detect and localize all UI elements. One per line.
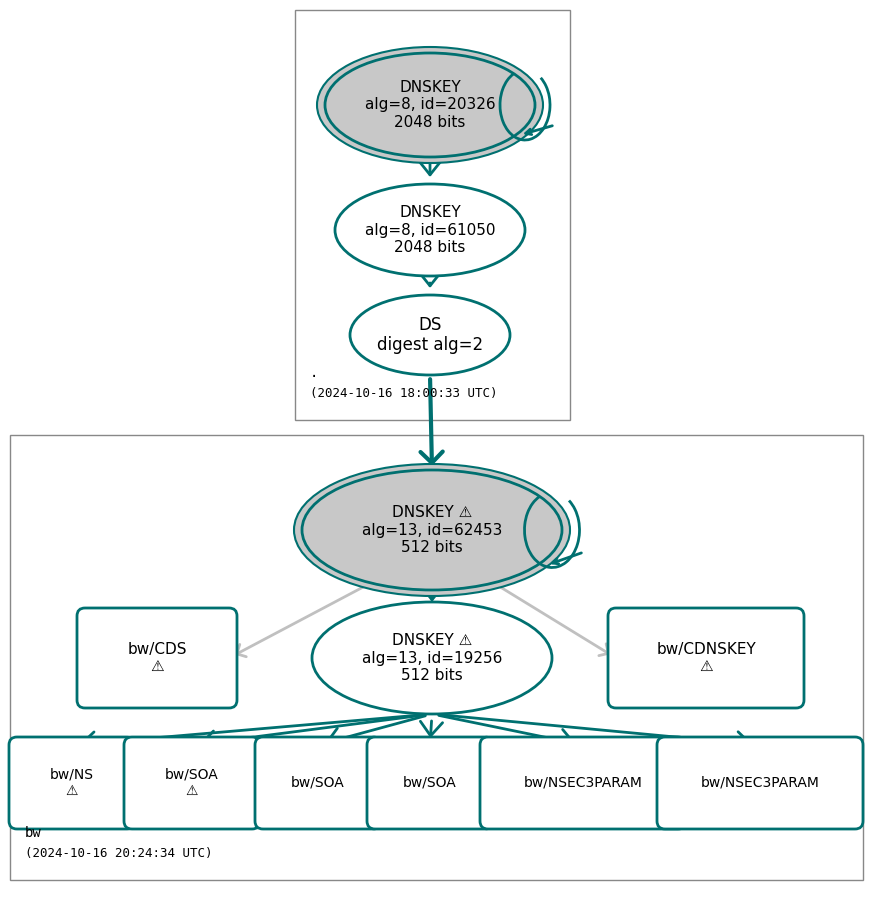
Text: bw/CDNSKEY
⚠: bw/CDNSKEY ⚠: [656, 641, 756, 675]
Text: DNSKEY
alg=8, id=61050
2048 bits: DNSKEY alg=8, id=61050 2048 bits: [365, 205, 495, 255]
Ellipse shape: [350, 295, 510, 375]
FancyBboxPatch shape: [77, 608, 237, 708]
Text: bw/SOA: bw/SOA: [291, 776, 345, 790]
FancyBboxPatch shape: [124, 737, 260, 829]
Ellipse shape: [294, 464, 570, 596]
Text: bw/CDS
⚠: bw/CDS ⚠: [127, 641, 187, 675]
Text: bw/SOA
⚠: bw/SOA ⚠: [165, 768, 219, 798]
Text: (2024-10-16 18:00:33 UTC): (2024-10-16 18:00:33 UTC): [310, 387, 498, 400]
Text: bw/NSEC3PARAM: bw/NSEC3PARAM: [700, 776, 820, 790]
Text: DNSKEY ⚠
alg=13, id=62453
512 bits: DNSKEY ⚠ alg=13, id=62453 512 bits: [361, 505, 502, 555]
Text: bw: bw: [25, 826, 42, 840]
Bar: [295, 10, 570, 420]
Text: (2024-10-16 20:24:34 UTC): (2024-10-16 20:24:34 UTC): [25, 847, 212, 860]
Bar: [10, 435, 863, 880]
Text: bw/SOA: bw/SOA: [403, 776, 457, 790]
FancyBboxPatch shape: [255, 737, 381, 829]
Ellipse shape: [302, 470, 562, 590]
FancyBboxPatch shape: [367, 737, 493, 829]
FancyBboxPatch shape: [480, 737, 686, 829]
Text: DNSKEY
alg=8, id=20326
2048 bits: DNSKEY alg=8, id=20326 2048 bits: [365, 80, 495, 130]
Text: bw/NSEC3PARAM: bw/NSEC3PARAM: [524, 776, 643, 790]
Text: .: .: [310, 366, 319, 380]
Text: bw/NS
⚠: bw/NS ⚠: [50, 768, 94, 798]
Text: DS
digest alg=2: DS digest alg=2: [377, 315, 483, 355]
FancyBboxPatch shape: [9, 737, 135, 829]
Ellipse shape: [317, 47, 543, 163]
Ellipse shape: [335, 184, 525, 276]
FancyBboxPatch shape: [657, 737, 863, 829]
Text: DNSKEY ⚠
alg=13, id=19256
512 bits: DNSKEY ⚠ alg=13, id=19256 512 bits: [361, 633, 502, 683]
FancyBboxPatch shape: [608, 608, 804, 708]
Ellipse shape: [325, 53, 535, 157]
Ellipse shape: [312, 602, 552, 714]
